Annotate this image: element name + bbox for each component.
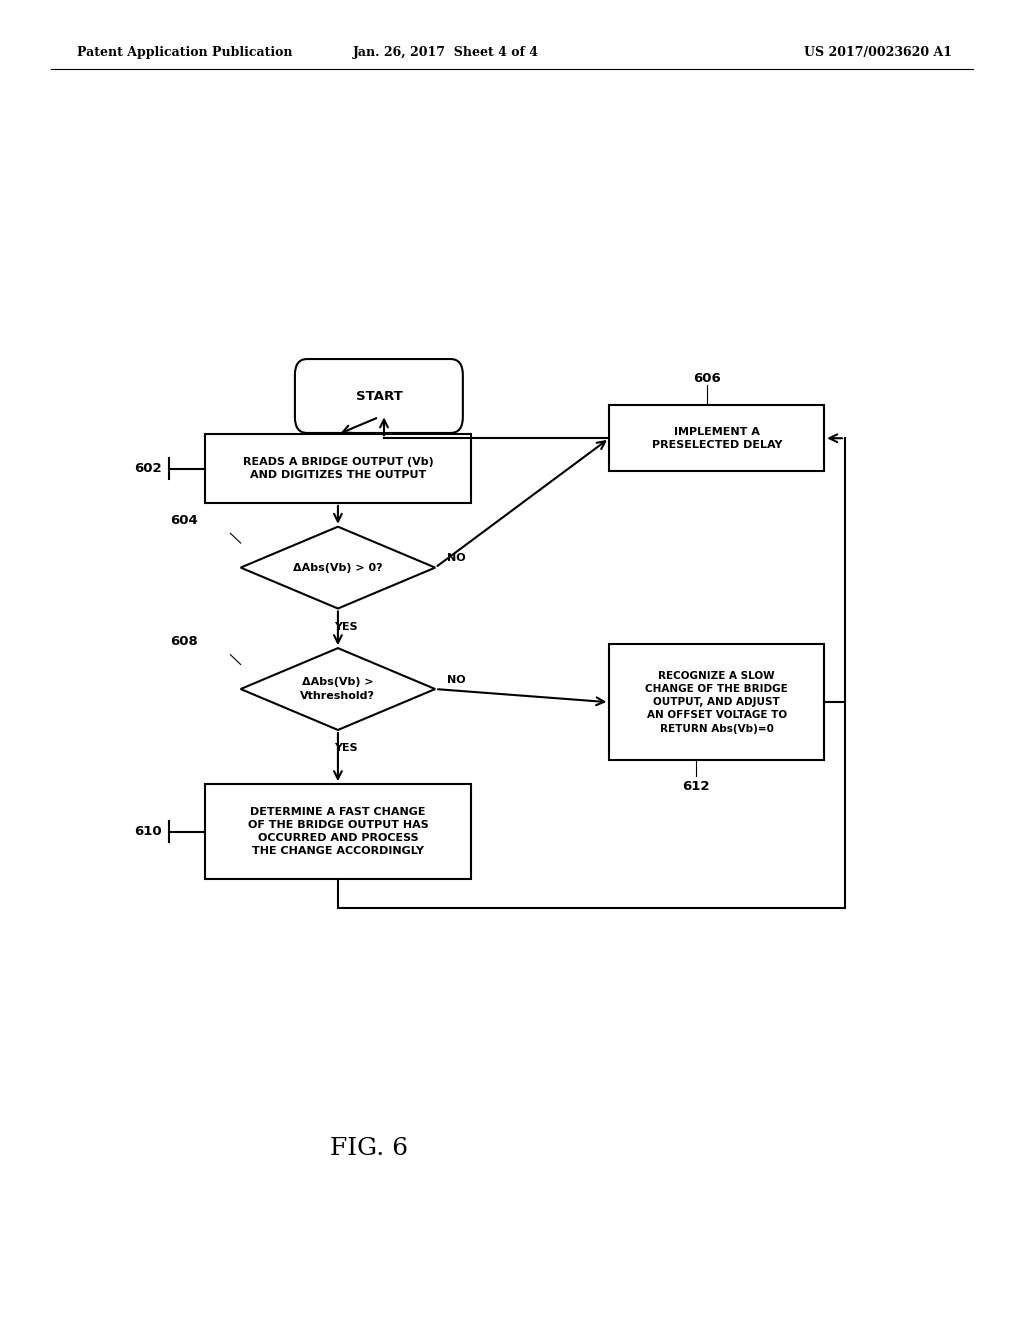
Text: ΔAbs(Vb) >
Vthreshold?: ΔAbs(Vb) > Vthreshold? [300, 677, 376, 701]
Bar [205, 434, 471, 503]
Text: US 2017/0023620 A1: US 2017/0023620 A1 [804, 46, 952, 59]
Text: 604: 604 [170, 513, 198, 527]
Text: YES: YES [334, 743, 358, 754]
Text: 612: 612 [683, 780, 710, 793]
Text: Jan. 26, 2017  Sheet 4 of 4: Jan. 26, 2017 Sheet 4 of 4 [352, 46, 539, 59]
Text: 606: 606 [692, 372, 721, 385]
Text: ΔAbs(Vb) > 0?: ΔAbs(Vb) > 0? [293, 562, 383, 573]
Text: 610: 610 [134, 825, 162, 838]
Text: 602: 602 [134, 462, 162, 475]
Text: NO: NO [447, 675, 466, 685]
Text: DETERMINE A FAST CHANGE
OF THE BRIDGE OUTPUT HAS
OCCURRED AND PROCESS
THE CHANGE: DETERMINE A FAST CHANGE OF THE BRIDGE OU… [248, 807, 428, 857]
Text: RECOGNIZE A SLOW
CHANGE OF THE BRIDGE
OUTPUT, AND ADJUST
AN OFFSET VOLTAGE TO
RE: RECOGNIZE A SLOW CHANGE OF THE BRIDGE OU… [645, 671, 788, 734]
Text: IMPLEMENT A
PRESELECTED DELAY: IMPLEMENT A PRESELECTED DELAY [651, 426, 782, 450]
Text: YES: YES [334, 622, 358, 632]
FancyBboxPatch shape [295, 359, 463, 433]
Text: START: START [355, 389, 402, 403]
Bar [609, 405, 824, 471]
Polygon shape [241, 648, 435, 730]
Text: READS A BRIDGE OUTPUT (Vb)
AND DIGITIZES THE OUTPUT: READS A BRIDGE OUTPUT (Vb) AND DIGITIZES… [243, 457, 433, 480]
Bar [205, 784, 471, 879]
Text: 608: 608 [170, 635, 198, 648]
Text: FIG. 6: FIG. 6 [330, 1137, 408, 1160]
Bar [609, 644, 824, 760]
Text: Patent Application Publication: Patent Application Publication [77, 46, 292, 59]
Text: NO: NO [447, 553, 466, 564]
Polygon shape [241, 527, 435, 609]
